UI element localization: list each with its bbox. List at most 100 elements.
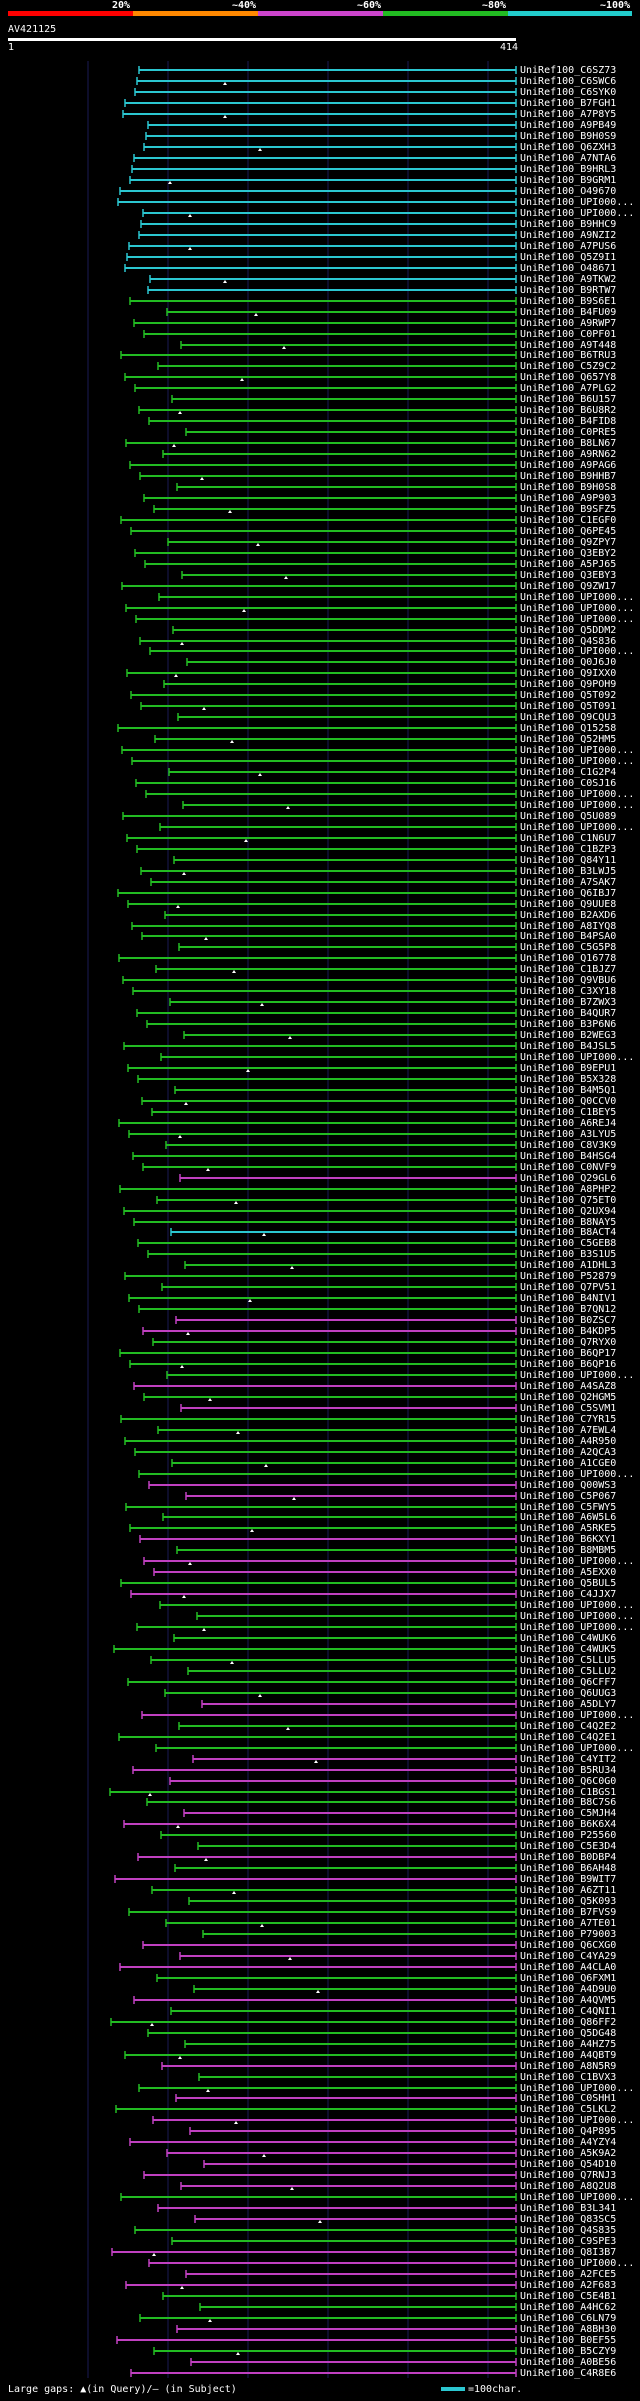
row-label[interactable]: UniRef100_A5EXX0 [520,1567,616,1578]
alignment-row[interactable]: UniRef100_A4SAZ8 [133,1381,616,1392]
row-label[interactable]: UniRef100_P52879 [520,1271,616,1282]
alignment-row[interactable]: UniRef100_B6AH48 [174,1863,616,1874]
alignment-row[interactable]: UniRef100_C5Z9C2 [157,361,616,372]
alignment-row[interactable]: UniRef100_Q5T092 [130,690,616,701]
row-label[interactable]: UniRef100_C5LLU5 [520,1655,616,1666]
row-label[interactable]: UniRef100_UPI000... [520,1710,634,1721]
alignment-row[interactable]: UniRef100_C5GEB8 [137,1238,616,1249]
row-label[interactable]: UniRef100_B7ZWX3 [520,997,616,1008]
row-label[interactable]: UniRef100_Q84Y11 [520,855,616,866]
alignment-row[interactable]: UniRef100_Q4S836 [139,636,616,647]
alignment-row[interactable]: UniRef100_B8NAY5 [133,1217,616,1228]
row-label[interactable]: UniRef100_A9TKW2 [520,274,616,285]
alignment-row[interactable]: UniRef100_Q7RYX0 [152,1337,616,1348]
row-label[interactable]: UniRef100_O48671 [520,263,616,274]
row-label[interactable]: UniRef100_UPI000... [520,800,634,811]
row-label[interactable]: UniRef100_A1DHL3 [520,1260,616,1271]
alignment-row[interactable]: UniRef100_A4HZ75 [184,2039,616,2050]
row-label[interactable]: UniRef100_Q7PV51 [520,1282,616,1293]
row-label[interactable]: UniRef100_UPI000... [520,592,634,603]
alignment-row[interactable]: UniRef100_UPI000... [152,2115,634,2126]
row-label[interactable]: UniRef100_A7PLG2 [520,383,616,394]
row-label[interactable]: UniRef100_Q9CQU3 [520,712,616,723]
alignment-row[interactable]: UniRef100_A2F683 [125,2280,616,2291]
row-label[interactable]: UniRef100_A7EWL4 [520,1425,616,1436]
row-label[interactable]: UniRef100_A3LYU5 [520,1129,616,1140]
row-label[interactable]: UniRef100_C5E3D4 [520,1841,616,1852]
alignment-row[interactable]: UniRef100_B9WIT7 [114,1874,616,1885]
row-label[interactable]: UniRef100_A4R950 [520,1436,616,1447]
alignment-row[interactable]: UniRef100_Q5U089 [122,811,616,822]
row-label[interactable]: UniRef100_UPI000... [520,1556,634,1567]
row-label[interactable]: UniRef100_Q54D10 [520,2159,616,2170]
row-label[interactable]: UniRef100_A7PUS6 [520,241,616,252]
alignment-row[interactable]: UniRef100_C4R8E6 [130,2368,616,2379]
alignment-row[interactable]: UniRef100_B0EF55 [116,2335,616,2346]
row-label[interactable]: UniRef100_C1G2P4 [520,767,616,778]
row-label[interactable]: UniRef100_A6ZT11 [520,1885,616,1896]
alignment-row[interactable]: UniRef100_Q7RNJ3 [143,2170,616,2181]
alignment-row[interactable]: UniRef100_Q15258 [117,723,616,734]
alignment-row[interactable]: UniRef100_B4NIV1 [128,1293,616,1304]
row-label[interactable]: UniRef100_C3XY18 [520,986,616,997]
alignment-row[interactable]: UniRef100_A4D9U0 [193,1984,616,1995]
row-label[interactable]: UniRef100_Q6ZXH3 [520,142,616,153]
alignment-row[interactable]: UniRef100_B6TRU3 [120,350,616,361]
row-label[interactable]: UniRef100_A4HC62 [520,2302,616,2313]
row-label[interactable]: UniRef100_C5GEB8 [520,1238,616,1249]
alignment-row[interactable]: UniRef100_Q6IBJ7 [117,888,616,899]
alignment-row[interactable]: UniRef100_B9GRM1 [129,175,616,186]
row-label[interactable]: UniRef100_C1BGS1 [520,1787,616,1798]
row-label[interactable]: UniRef100_Q00WS3 [520,1480,616,1491]
alignment-row[interactable]: UniRef100_Q86FF2 [110,2017,616,2028]
alignment-row[interactable]: UniRef100_A4QBT9 [124,2050,616,2061]
alignment-row[interactable]: UniRef100_P52879 [124,1271,616,1282]
row-label[interactable]: UniRef100_Q5U089 [520,811,616,822]
row-label[interactable]: UniRef100_Q5T092 [520,690,616,701]
alignment-row[interactable]: UniRef100_Q16778 [118,953,616,964]
row-label[interactable]: UniRef100_C5P067 [520,1491,616,1502]
row-label[interactable]: UniRef100_B8C7S6 [520,1797,616,1808]
row-label[interactable]: UniRef100_UPI000... [520,1052,634,1063]
alignment-row[interactable]: UniRef100_C4Q2E1 [118,1732,616,1743]
alignment-row[interactable]: UniRef100_Q5DDM2 [172,625,616,636]
row-label[interactable]: UniRef100_C4JJX7 [520,1589,616,1600]
row-label[interactable]: UniRef100_B4FU09 [520,307,616,318]
alignment-row[interactable]: UniRef100_C1EGF0 [120,515,616,526]
row-label[interactable]: UniRef100_Q2HGM5 [520,1392,616,1403]
row-label[interactable]: UniRef100_A4D9U0 [520,1984,616,1995]
alignment-row[interactable]: UniRef100_C6SZ73 [138,65,616,76]
row-label[interactable]: UniRef100_A7NTA6 [520,153,616,164]
row-label[interactable]: UniRef100_A1CGE0 [520,1458,616,1469]
alignment-row[interactable]: UniRef100_A2QCA3 [134,1447,616,1458]
row-label[interactable]: UniRef100_B5CZY9 [520,2346,616,2357]
alignment-row[interactable]: UniRef100_B2AXD6 [164,910,616,921]
row-label[interactable]: UniRef100_C1BEY5 [520,1107,616,1118]
alignment-row[interactable]: UniRef100_A0BE56 [190,2357,616,2368]
row-label[interactable]: UniRef100_Q9ZPY7 [520,537,616,548]
row-label[interactable]: UniRef100_B9HRL3 [520,164,616,175]
alignment-row[interactable]: UniRef100_Q6C0G0 [169,1776,616,1787]
alignment-row[interactable]: UniRef100_C1BZP3 [136,844,616,855]
row-label[interactable]: UniRef100_B0DBP4 [520,1852,616,1863]
row-label[interactable]: UniRef100_B6KXY1 [520,1534,616,1545]
row-label[interactable]: UniRef100_C4WUK6 [520,1633,616,1644]
alignment-row[interactable]: UniRef100_A1DHL3 [184,1260,616,1271]
alignment-row[interactable]: UniRef100_A4YZY4 [129,2137,616,2148]
alignment-row[interactable]: UniRef100_B4HSG4 [132,1151,616,1162]
row-label[interactable]: UniRef100_UPI000... [520,789,634,800]
row-label[interactable]: UniRef100_B9RTW7 [520,285,616,296]
alignment-row[interactable]: UniRef100_C5SVM1 [180,1403,616,1414]
row-label[interactable]: UniRef100_A9RN62 [520,449,616,460]
alignment-row[interactable]: UniRef100_Q6ZXH3 [143,142,616,153]
alignment-row[interactable]: UniRef100_C5LLU5 [150,1655,616,1666]
row-label[interactable]: UniRef100_A5DLY7 [520,1699,616,1710]
row-label[interactable]: UniRef100_B9HHC9 [520,219,616,230]
row-label[interactable]: UniRef100_A8Q2U8 [520,2181,616,2192]
row-label[interactable]: UniRef100_C8V3K9 [520,1140,616,1151]
row-label[interactable]: UniRef100_A9P903 [520,493,616,504]
alignment-row[interactable]: UniRef100_A9T448 [180,340,616,351]
row-label[interactable]: UniRef100_B6U157 [520,394,616,405]
row-label[interactable]: UniRef100_Q9IXX0 [520,668,616,679]
alignment-row[interactable]: UniRef100_C4WUK6 [173,1633,616,1644]
